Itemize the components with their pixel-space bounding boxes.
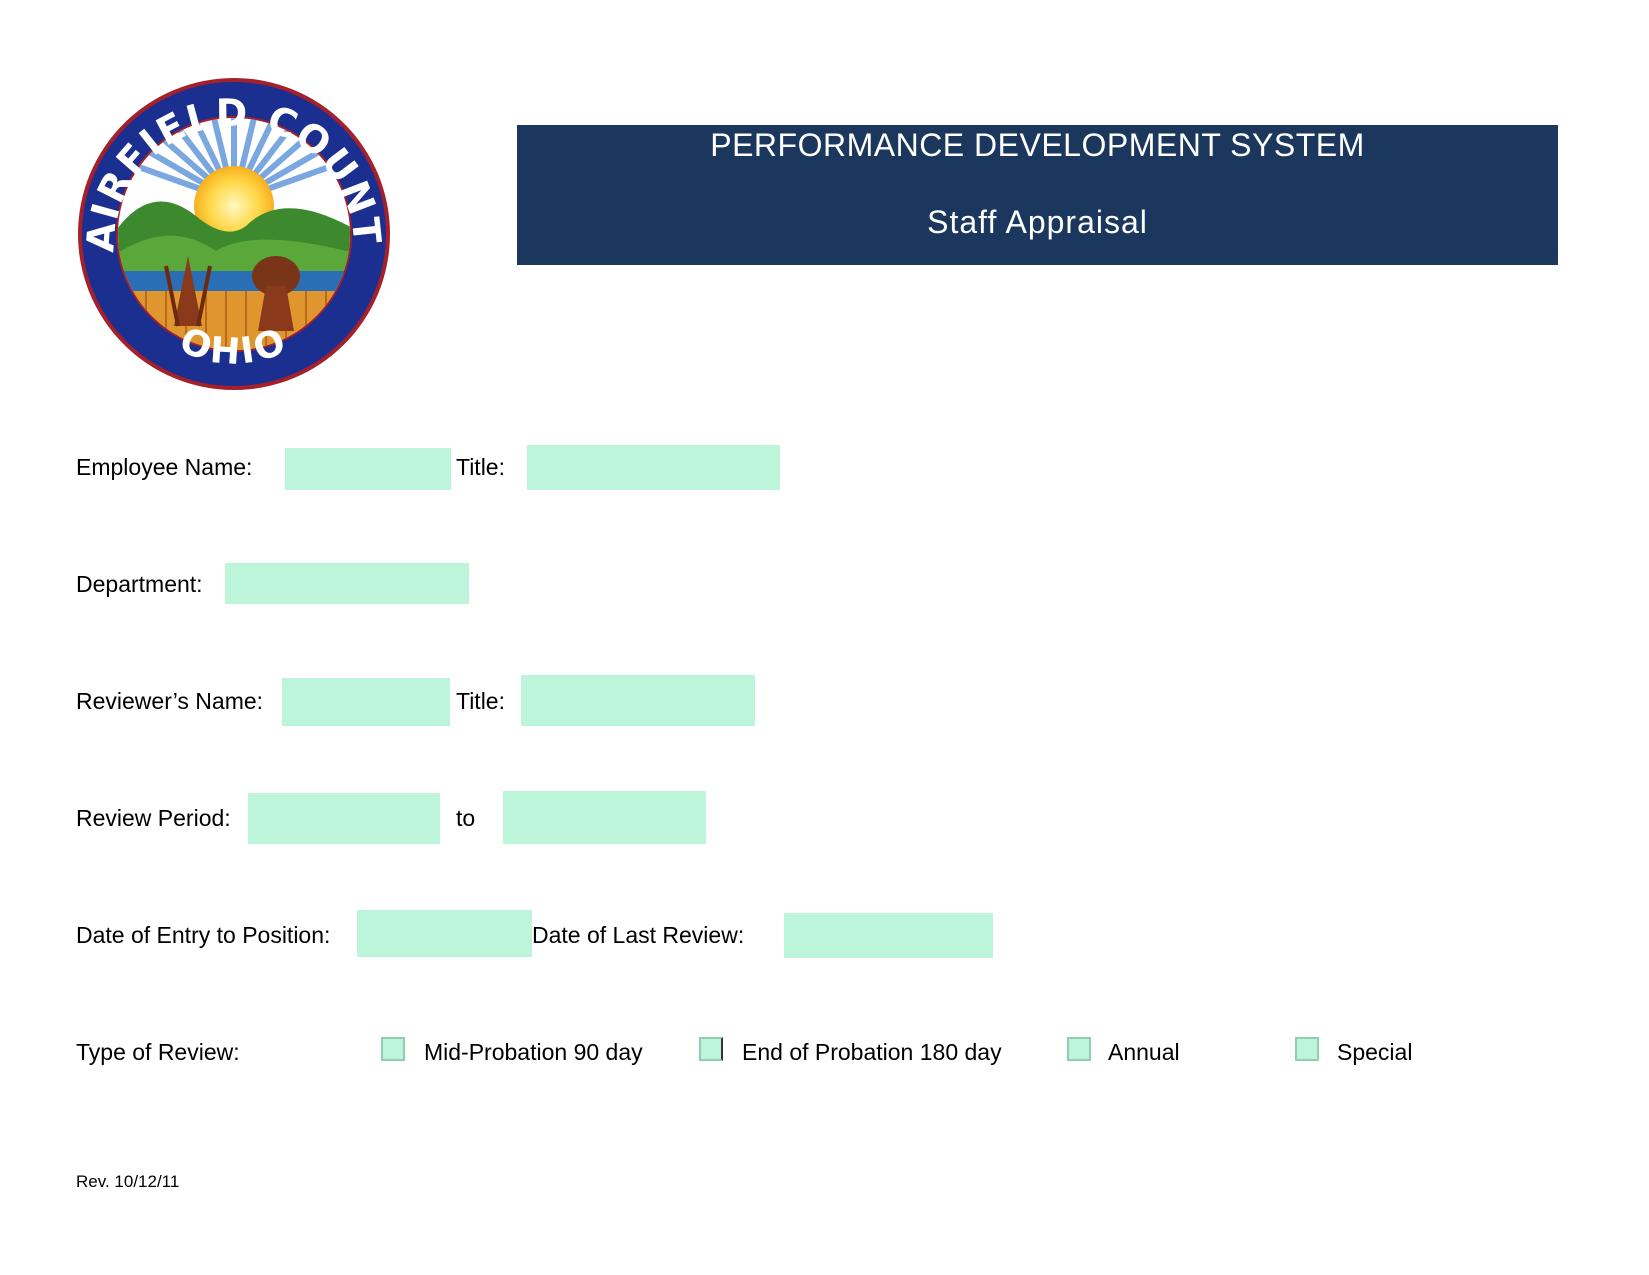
date-last-review-field[interactable] <box>784 913 993 958</box>
employee-title-label: Title: <box>456 454 505 480</box>
employee-name-field[interactable] <box>285 448 451 490</box>
form-subtitle: Staff Appraisal <box>927 204 1148 240</box>
date-last-review-label: Date of Last Review: <box>532 922 745 948</box>
review-period-to-field[interactable] <box>503 791 706 844</box>
review-period-label: Review Period: <box>76 805 231 831</box>
reviewer-title-label: Title: <box>456 688 505 714</box>
annual-label: Annual <box>1108 1039 1180 1065</box>
review-period-to-label: to <box>456 805 476 831</box>
revision-date: Rev. 10/12/11 <box>76 1172 180 1191</box>
seal-graphic: FAIRFIELD COUNTY OHIO <box>60 41 390 390</box>
reviewer-name-field[interactable] <box>282 678 450 726</box>
mid-probation-checkbox[interactable] <box>381 1037 405 1061</box>
form-system-title: PERFORMANCE DEVELOPMENT SYSTEM <box>710 127 1365 163</box>
end-probation-label: End of Probation 180 day <box>742 1039 1002 1065</box>
department-label: Department: <box>76 571 203 597</box>
review-period-from-field[interactable] <box>248 793 440 844</box>
date-entry-field[interactable] <box>357 910 532 957</box>
mid-probation-label: Mid-Probation 90 day <box>424 1039 643 1065</box>
county-seal-logo: FAIRFIELD COUNTY OHIO <box>60 41 392 392</box>
end-probation-checkbox[interactable] <box>699 1037 723 1061</box>
date-entry-label: Date of Entry to Position: <box>76 922 331 948</box>
special-checkbox[interactable] <box>1295 1037 1319 1061</box>
employee-name-label: Employee Name: <box>76 454 253 480</box>
reviewer-title-field[interactable] <box>521 675 755 726</box>
reviewer-name-label: Reviewer’s Name: <box>76 688 264 714</box>
special-label: Special <box>1337 1039 1413 1065</box>
department-field[interactable] <box>225 563 469 604</box>
annual-checkbox[interactable] <box>1067 1037 1091 1061</box>
header-banner: PERFORMANCE DEVELOPMENT SYSTEM Staff App… <box>517 125 1558 265</box>
type-of-review-label: Type of Review: <box>76 1039 240 1065</box>
employee-title-field[interactable] <box>527 445 780 490</box>
